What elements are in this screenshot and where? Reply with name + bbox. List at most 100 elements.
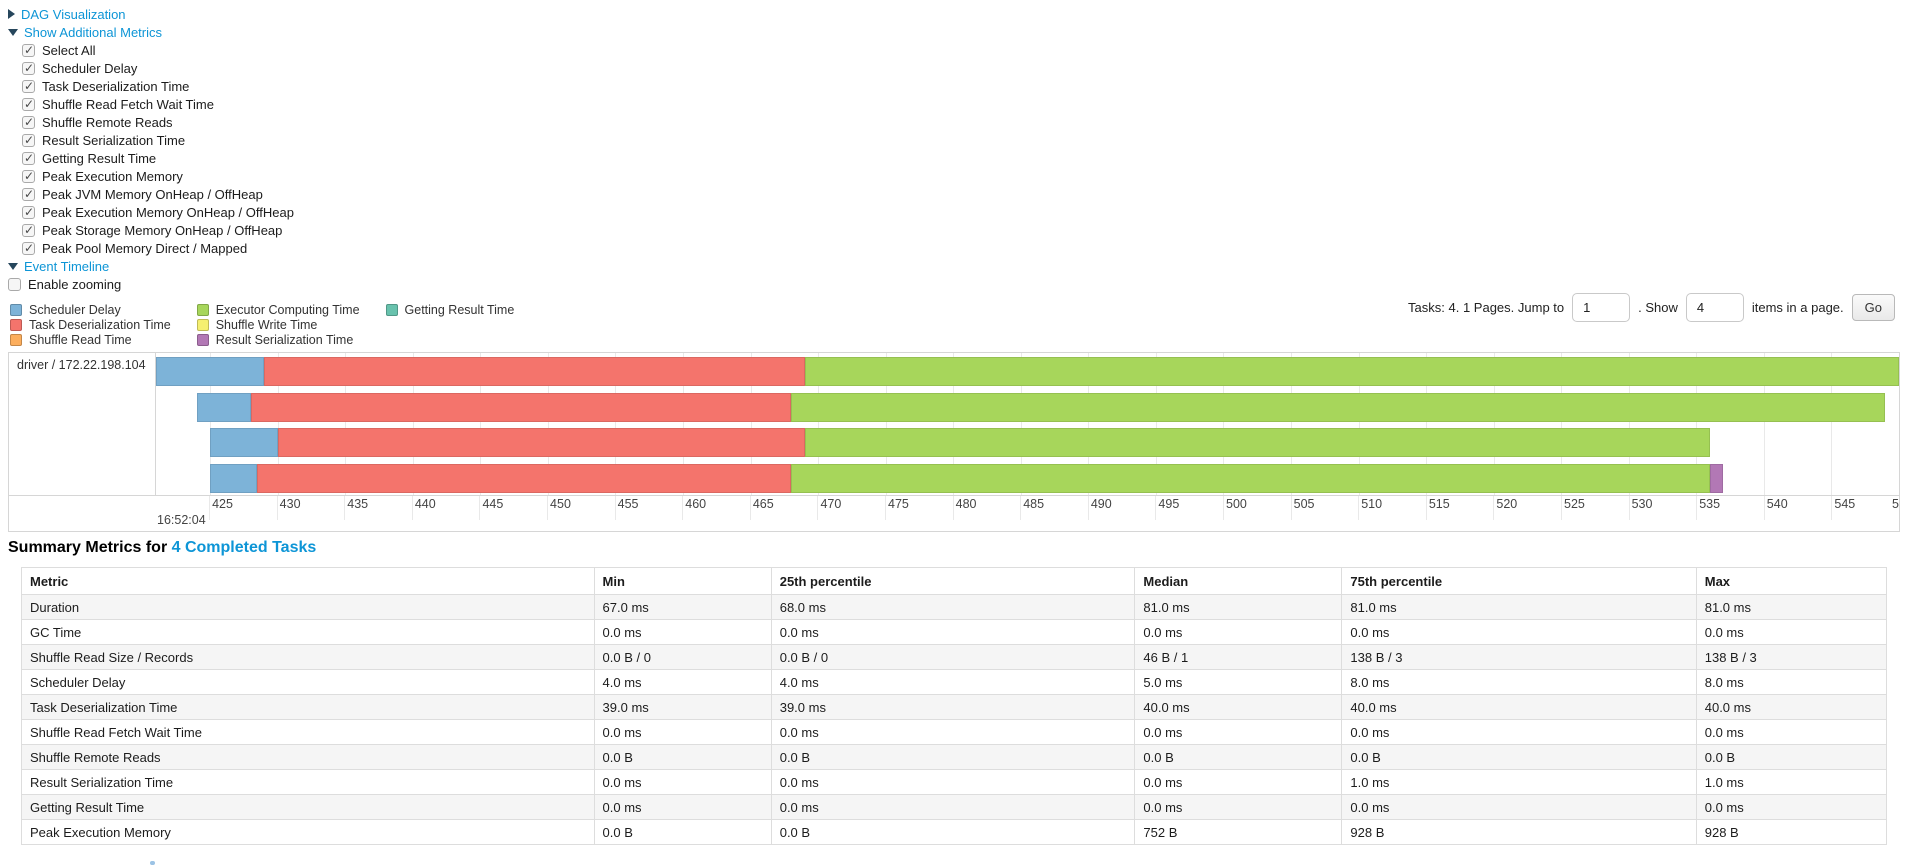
summary-column-header: Median: [1134, 567, 1343, 595]
task-segment-scheduler-delay[interactable]: [156, 357, 265, 386]
legend-label: Executor Computing Time: [215, 302, 360, 317]
task-segment-scheduler-delay[interactable]: [196, 392, 251, 422]
axis-gridline: [210, 353, 212, 495]
metric-checkbox-row[interactable]: Peak JVM Memory OnHeap / OffHeap: [22, 185, 294, 203]
task-segment-scheduler-delay[interactable]: [210, 463, 258, 493]
show-additional-metrics-toggle[interactable]: Show Additional Metrics: [8, 23, 294, 41]
axis-gridline: [1020, 353, 1022, 495]
axis-tick-label: 535: [1699, 497, 1721, 511]
axis-gridline: [1831, 353, 1833, 495]
axis-tick-label: 500: [1226, 497, 1247, 511]
summary-table-cell: 138 B / 3: [1695, 644, 1888, 670]
summary-column-header: Max: [1695, 567, 1888, 595]
task-segment-executor-computing[interactable]: [791, 463, 1710, 493]
metric-checkbox[interactable]: [22, 133, 35, 147]
metric-checkbox-row[interactable]: Scheduler Delay: [22, 59, 294, 77]
task-segment-task-deserialization[interactable]: [250, 392, 792, 422]
legend-swatch-icon: [196, 303, 209, 316]
axis-gridline: [1155, 353, 1157, 495]
legend-label: Shuffle Read Time: [29, 332, 132, 347]
task-segment-task-deserialization[interactable]: [264, 357, 805, 386]
legend-swatch-icon: [10, 333, 22, 346]
axis-tickmark: [1087, 496, 1089, 520]
metric-checkbox-label: Select All: [42, 42, 96, 58]
axis-tick-label: 480: [955, 497, 977, 511]
event-timeline-toggle[interactable]: Event Timeline: [8, 257, 294, 275]
summary-table-cell: 0.0 ms: [1134, 794, 1343, 820]
metric-checkbox[interactable]: [22, 169, 35, 183]
legend-item: Task Deserialization Time: [10, 317, 171, 332]
metric-checkbox-row[interactable]: Shuffle Remote Reads: [22, 113, 294, 131]
axis-tick-label: 445: [482, 497, 504, 511]
task-segment-executor-computing[interactable]: [791, 392, 1886, 422]
metric-checkbox-row[interactable]: Peak Execution Memory OnHeap / OffHeap: [22, 203, 294, 221]
task-segment-task-deserialization[interactable]: [257, 463, 792, 493]
metric-checkbox[interactable]: [22, 79, 35, 93]
metric-checkbox-row[interactable]: Peak Execution Memory: [22, 167, 294, 185]
legend-label: Task Deserialization Time: [29, 317, 171, 332]
axis-tick-label: 465: [752, 497, 774, 511]
metric-checkbox[interactable]: [22, 241, 35, 255]
dag-visualization-toggle[interactable]: DAG Visualization: [8, 5, 294, 23]
axis-tickmark: [1425, 496, 1427, 520]
summary-table-cell: GC Time: [21, 619, 595, 645]
show-label: . Show: [1638, 300, 1678, 315]
summary-table-cell: 0.0 ms: [1134, 719, 1343, 745]
metric-checkbox[interactable]: [22, 43, 35, 57]
summary-table-row: Scheduler Delay 4.0 ms 4.0 ms 5.0 ms 8.0 ms 8…: [21, 669, 1888, 695]
metric-checkbox[interactable]: [22, 115, 35, 129]
metric-checkbox[interactable]: [22, 61, 35, 75]
axis-tick-label: 455: [617, 497, 639, 511]
metric-checkbox-label: Peak JVM Memory OnHeap / OffHeap: [42, 186, 263, 202]
task-segment-task-deserialization[interactable]: [277, 428, 805, 457]
enable-zooming-label: Enable zooming: [28, 276, 122, 292]
legend-swatch-icon: [196, 333, 209, 346]
summary-table-cell: 0.0 B / 0: [770, 644, 1136, 670]
summary-table-cell: 0.0 ms: [1341, 794, 1697, 820]
items-per-page-input[interactable]: [1685, 293, 1744, 322]
summary-table-cell: 1.0 ms: [1341, 769, 1697, 795]
axis-tick-label: 540: [1766, 497, 1788, 511]
axis-gridline: [1561, 353, 1563, 495]
metric-checkbox[interactable]: [22, 187, 35, 201]
summary-table-cell: Shuffle Read Size / Records: [21, 644, 595, 670]
jump-to-page-input[interactable]: [1572, 293, 1631, 322]
summary-table-cell: Peak Execution Memory: [21, 819, 595, 845]
show-additional-metrics-label: Show Additional Metrics: [24, 24, 163, 40]
legend-item: Shuffle Read Time: [10, 332, 171, 347]
task-timeline-row: [156, 463, 1899, 493]
summary-table-cell: 0.0 ms: [770, 619, 1136, 645]
axis-tickmark: [1493, 496, 1495, 520]
metric-checkbox-row[interactable]: Peak Pool Memory Direct / Mapped: [22, 239, 294, 257]
enable-zooming-checkbox[interactable]: [8, 277, 21, 291]
metric-checkbox[interactable]: [22, 97, 35, 111]
task-timeline-row: [156, 428, 1899, 457]
metric-checkbox[interactable]: [22, 151, 35, 165]
summary-table-cell: 0.0 B: [593, 819, 772, 845]
summary-table-cell: 0.0 ms: [770, 769, 1136, 795]
task-segment-executor-computing[interactable]: [804, 357, 1899, 386]
metric-checkbox-row[interactable]: Result Serialization Time: [22, 131, 294, 149]
legend-swatch-icon: [10, 303, 22, 316]
metric-checkbox-row[interactable]: Task Deserialization Time: [22, 77, 294, 95]
task-segment-scheduler-delay[interactable]: [210, 428, 278, 457]
go-button[interactable]: Go: [1851, 294, 1895, 321]
metric-checkbox-row[interactable]: Shuffle Read Fetch Wait Time: [22, 95, 294, 113]
task-segment-result-serialization[interactable]: [1709, 463, 1724, 493]
completed-tasks-link[interactable]: 4 Completed Tasks: [171, 539, 317, 556]
metric-checkbox-row[interactable]: Peak Storage Memory OnHeap / OffHeap: [22, 221, 294, 239]
metric-checkbox[interactable]: [22, 205, 35, 219]
axis-gridline: [1088, 353, 1090, 495]
summary-heading-prefix: Summary Metrics for: [8, 539, 168, 556]
legend-swatch-icon: [10, 318, 22, 331]
event-timeline-chart: driver / 172.22.198.104 16:52:04 425 430 4…: [8, 352, 1900, 532]
axis-gridline: [412, 353, 414, 495]
axis-separator: [9, 495, 1899, 496]
legend-item: Result Serialization Time: [196, 332, 360, 347]
enable-zooming-row[interactable]: Enable zooming: [8, 275, 294, 293]
metric-checkbox-row[interactable]: Getting Result Time: [22, 149, 294, 167]
metric-checkbox-row[interactable]: Select All: [22, 41, 294, 59]
task-segment-executor-computing[interactable]: [804, 428, 1710, 457]
metric-checkbox[interactable]: [22, 223, 35, 237]
axis-tickmark: [817, 496, 819, 520]
